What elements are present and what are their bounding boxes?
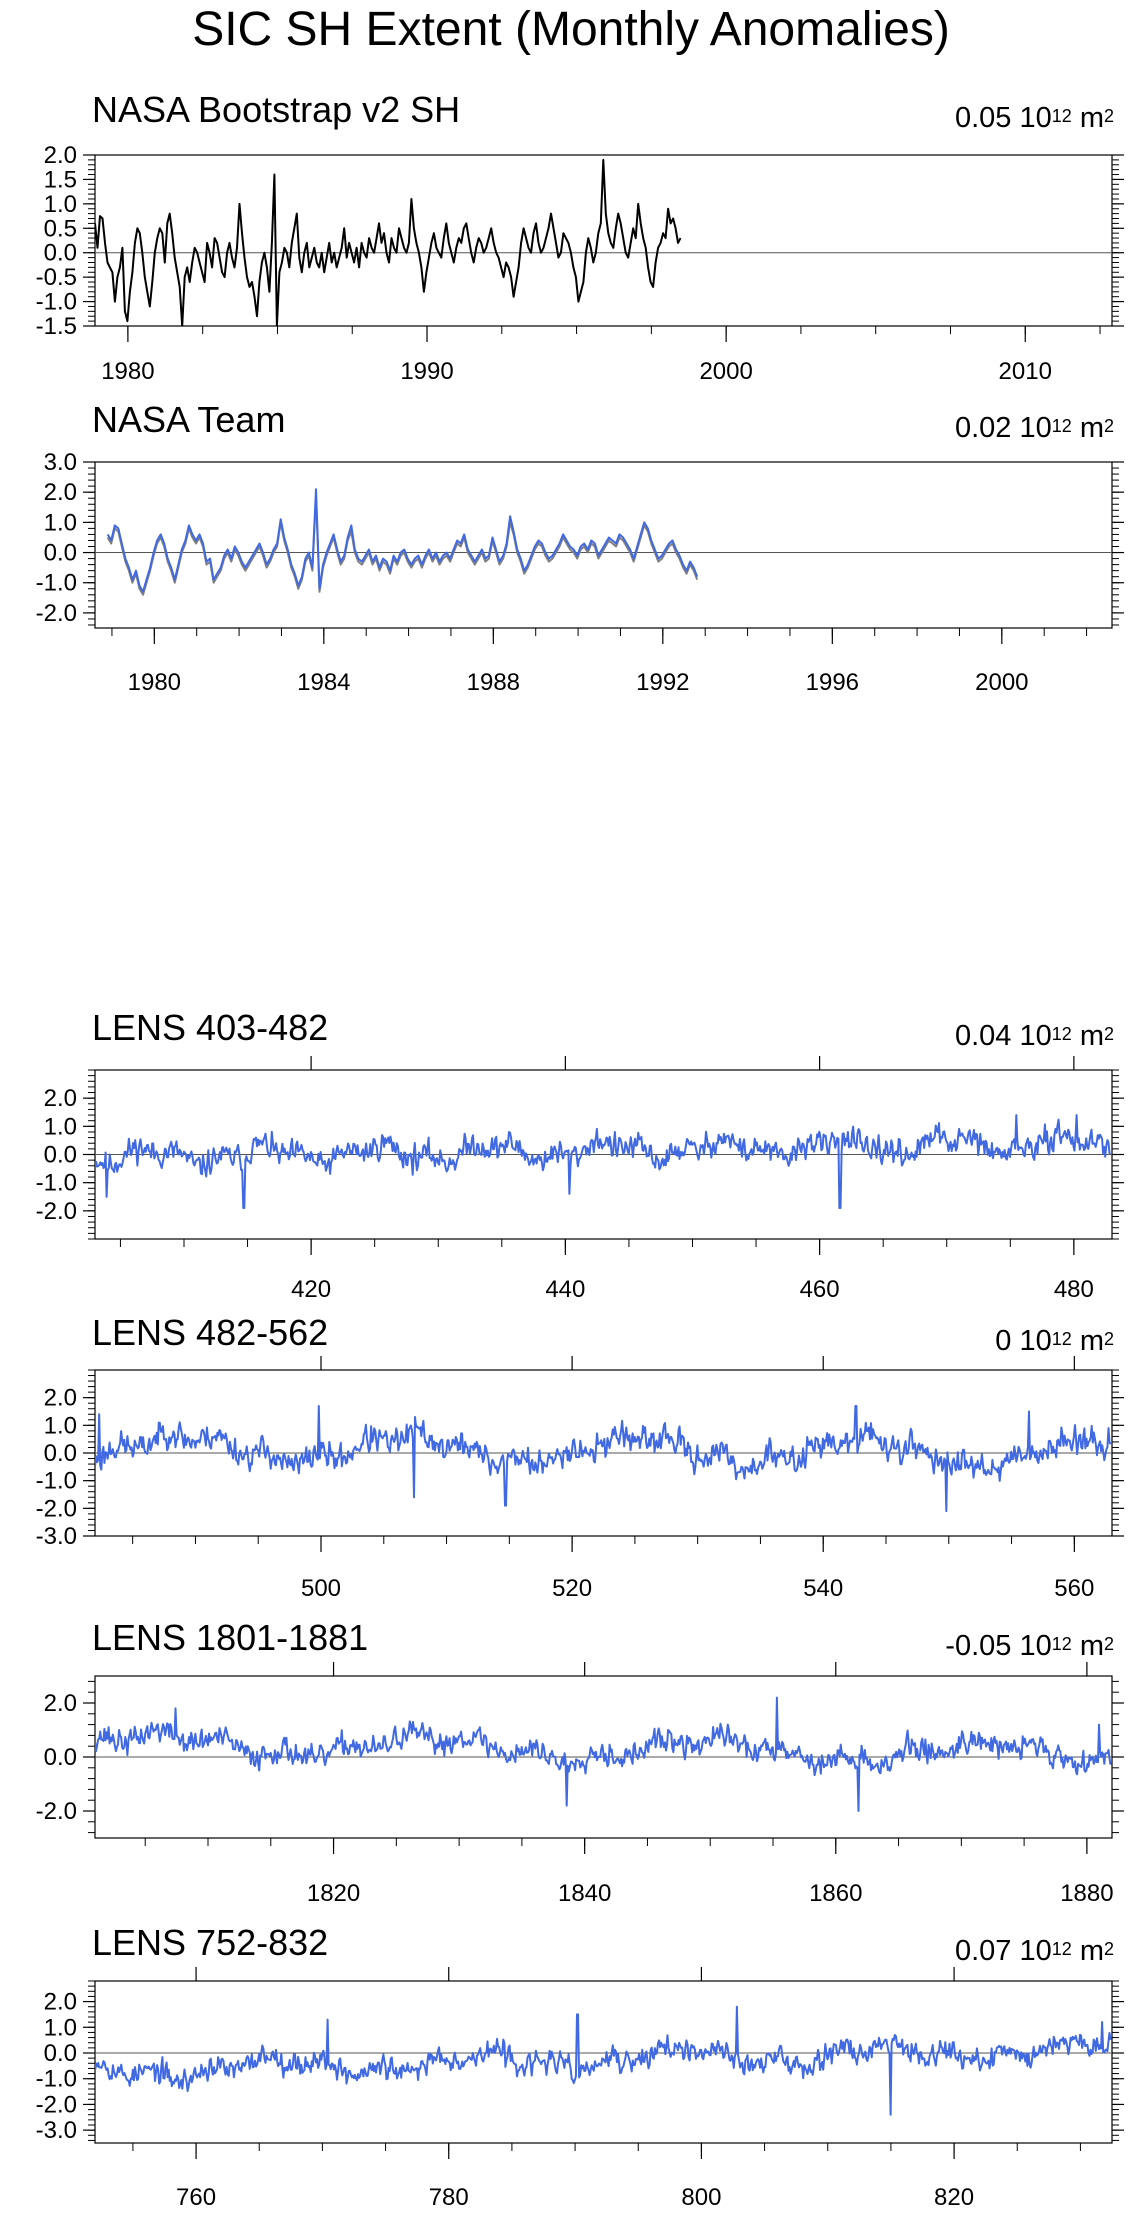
y-tick-label: 0.0 (44, 1142, 77, 1169)
x-tick-label: 1980 (128, 669, 181, 696)
y-tick-label: 3.0 (44, 449, 77, 476)
x-tick-label: 480 (1054, 1276, 1094, 1303)
series-line-0 (95, 2005, 1112, 2116)
x-tick-label: 780 (429, 2184, 469, 2211)
chart-panel-lens-403-482: -2.0 -1.0 0.0 1.0 2.0 420 440 460 480 LENS 403-4… (0, 1008, 1142, 1318)
x-tick-label: 1980 (101, 358, 154, 385)
y-tick-label: 0.0 (44, 1440, 77, 1467)
panel-mean-value: 0.05 1012 m2 (954, 102, 1114, 134)
chart-panel-lens-1801-1881: -2.0 0.0 2.0 1820 1840 1860 1880 LENS 1801-188… (0, 1618, 1142, 1928)
chart-svg: -2.0 -1.0 0.0 1.0 2.0 3.0 1980 1984 1988 1992 1996… (36, 449, 1124, 696)
x-tick-label: 1990 (400, 358, 453, 385)
x-tick-label: 540 (803, 1575, 843, 1602)
panel-mean-value: 0 1012 m2 (995, 1325, 1114, 1357)
y-tick-label: -2.0 (36, 1495, 77, 1522)
y-tick-label: -2.0 (36, 2091, 77, 2118)
plot-frame (94, 154, 1113, 327)
y-tick-label: -1.0 (36, 289, 77, 316)
panel-title: LENS 752-832 (92, 1922, 329, 1963)
y-tick-label: -1.5 (36, 313, 77, 340)
chart-svg: -3.0-2.0-1.00.01.02.0 500 520 540 560 (36, 1356, 1124, 1602)
chart-panel-nasa-bootstrap: -1.5 -1.0 -0.5 0.0 0.5 1.0 1.5 2.0 1980 1990 2000 2… (0, 90, 1142, 390)
chart-svg: -1.5-1.0-0.50.00.51.01.52.0 1980 1990 2000 2… (36, 142, 1124, 385)
y-tick-label: -1.0 (36, 1170, 77, 1197)
panel-title: LENS 403-482 (92, 1007, 329, 1048)
chart-panel-nasa-team: -2.0 -1.0 0.0 1.0 2.0 3.0 1980 1984 1988 1992 1996… (0, 400, 1142, 710)
y-tick-label: 1.0 (44, 191, 77, 218)
y-tick-label: 1.0 (44, 509, 77, 536)
panel-title: LENS 482-562 (92, 1312, 329, 1353)
x-tick-label: 460 (800, 1276, 840, 1303)
chart-panel-lens-752-832: -3.0 -2.0 -1.0 0.0 1.0 2.0 760 780 800 820 LENS 7… (0, 1923, 1142, 2215)
series-line-0 (95, 1696, 1112, 1812)
series-line-0 (95, 1114, 1112, 1209)
x-tick-label: 420 (291, 1276, 331, 1303)
x-tick-label: 760 (176, 2184, 216, 2211)
series-line-0 (95, 1405, 1112, 1513)
y-tick-label: 0.0 (44, 240, 77, 267)
panel-mean-value: 0.04 1012 m2 (954, 1020, 1114, 1052)
x-tick-label: 560 (1054, 1575, 1094, 1602)
y-tick-label: -1.0 (36, 1468, 77, 1495)
x-tick-label: 2000 (699, 358, 752, 385)
y-tick-label: 0.5 (44, 215, 77, 242)
panel-title: LENS 1801-1881 (92, 1617, 369, 1658)
x-tick-label: 1820 (307, 1880, 360, 1907)
x-tick-label: 2010 (999, 358, 1052, 385)
x-tick-label: 820 (934, 2184, 974, 2211)
y-tick-label: 2.0 (44, 1690, 77, 1717)
y-tick-label: -0.5 (36, 264, 77, 291)
x-tick-label: 1996 (806, 669, 859, 696)
y-tick-label: 1.0 (44, 1412, 77, 1439)
y-tick-label: 1.5 (44, 166, 77, 193)
y-tick-label: 1.0 (44, 2014, 77, 2041)
plot-frame (94, 461, 1113, 629)
plot-frame (94, 1980, 1113, 2144)
y-tick-label: -2.0 (36, 1798, 77, 1825)
y-tick-label: 2.0 (44, 1085, 77, 1112)
y-tick-label: 2.0 (44, 1989, 77, 2016)
x-tick-label: 1988 (467, 669, 520, 696)
page-title: SIC SH Extent (Monthly Anomalies) (192, 3, 950, 56)
panel-title: NASA Team (92, 399, 286, 440)
chart-svg: -3.0-2.0-1.00.01.02.0 760 780 800 820 (36, 1967, 1124, 2211)
panel-mean-value: -0.05 1012 m2 (945, 1630, 1114, 1662)
x-tick-label: 520 (552, 1575, 592, 1602)
x-tick-label: 1984 (297, 669, 350, 696)
x-tick-label: 800 (681, 2184, 721, 2211)
y-tick-label: 0.0 (44, 1744, 77, 1771)
y-tick-label: -2.0 (36, 600, 77, 627)
x-tick-label: 1860 (809, 1880, 862, 1907)
chart-svg: -2.0-1.00.01.02.0 420 440 460 480 (36, 1056, 1124, 1303)
x-tick-label: 1992 (636, 669, 689, 696)
series-line-0 (95, 158, 682, 326)
panel-title: NASA Bootstrap v2 SH (92, 89, 461, 130)
y-tick-label: -2.0 (36, 1198, 77, 1225)
y-tick-label: -1.0 (36, 570, 77, 597)
y-tick-label: 2.0 (44, 479, 77, 506)
series-line-0 (106, 494, 699, 596)
series-line-1 (106, 488, 699, 593)
panel-mean-value: 0.07 1012 m2 (954, 1935, 1114, 1967)
x-tick-label: 1880 (1060, 1880, 1113, 1907)
y-tick-label: -1.0 (36, 2066, 77, 2093)
chart-svg: -2.0 0.0 2.0 1820 1840 1860 1880 (36, 1662, 1124, 1907)
x-tick-label: 1840 (558, 1880, 611, 1907)
y-tick-label: -3.0 (36, 1523, 77, 1550)
x-tick-label: 500 (301, 1575, 341, 1602)
y-tick-label: 2.0 (44, 142, 77, 169)
y-tick-label: 0.0 (44, 540, 77, 567)
y-tick-label: 0.0 (44, 2040, 77, 2067)
panel-mean-value: 0.02 1012 m2 (954, 412, 1114, 444)
y-tick-label: 1.0 (44, 1113, 77, 1140)
x-tick-label: 2000 (975, 669, 1028, 696)
chart-panel-lens-482-562: -3.0 -2.0 -1.0 0.0 1.0 2.0 500 520 540 560 LENS 4… (0, 1313, 1142, 1618)
y-tick-label: -3.0 (36, 2117, 77, 2144)
x-tick-label: 440 (545, 1276, 585, 1303)
y-tick-label: 2.0 (44, 1385, 77, 1412)
